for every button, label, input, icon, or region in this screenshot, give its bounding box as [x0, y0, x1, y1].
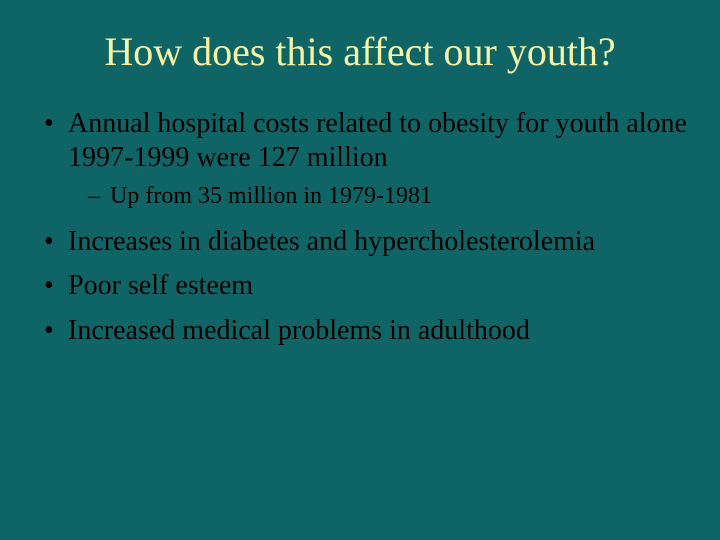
sub-bullet-text: Up from 35 million in 1979-1981 [110, 183, 432, 209]
sub-bullet-list: Up from 35 million in 1979-1981 [68, 181, 690, 211]
bullet-text: Poor self esteem [68, 270, 253, 301]
bullet-item: Poor self esteem [40, 269, 690, 303]
bullet-item: Annual hospital costs related to obesity… [40, 107, 690, 211]
slide-title: How does this affect our youth? [30, 28, 690, 75]
bullet-text: Increased medical problems in adulthood [68, 315, 530, 346]
bullet-item: Increased medical problems in adulthood [40, 314, 690, 348]
sub-bullet-item: Up from 35 million in 1979-1981 [88, 181, 690, 211]
bullet-text: Increases in diabetes and hypercholester… [68, 226, 595, 257]
bullet-text: Annual hospital costs related to obesity… [68, 108, 687, 173]
bullet-item: Increases in diabetes and hypercholester… [40, 225, 690, 259]
slide: How does this affect our youth? Annual h… [0, 0, 720, 540]
bullet-list: Annual hospital costs related to obesity… [30, 107, 690, 348]
